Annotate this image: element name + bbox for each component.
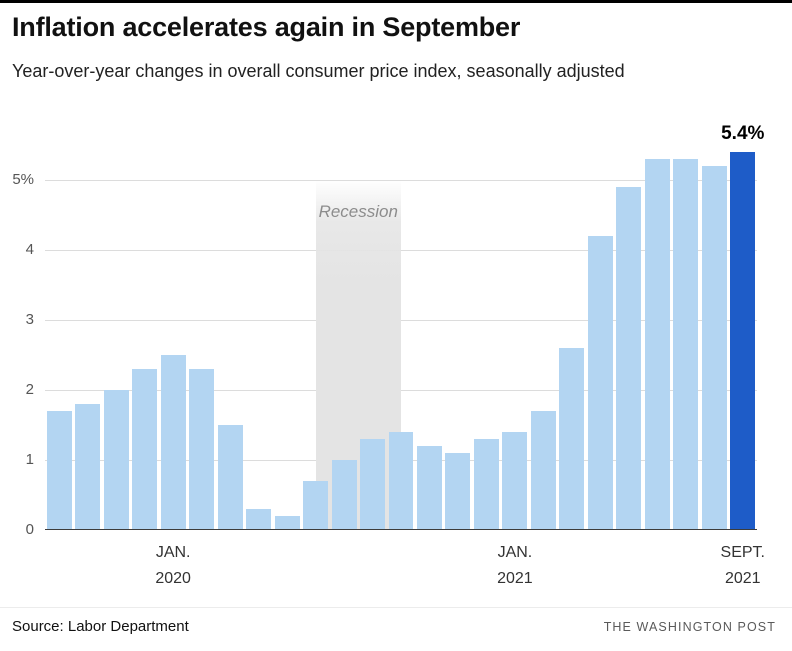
chart-title: Inflation accelerates again in September [12, 12, 521, 42]
bar [360, 439, 385, 530]
bar [103, 390, 129, 530]
bar [445, 453, 471, 530]
x-axis-tick-year: 2021 [724, 570, 761, 587]
source-text: Source: Labor Department [12, 618, 189, 635]
bar [701, 166, 727, 530]
bar [246, 509, 272, 530]
peak-value-label: 5.4% [721, 123, 765, 144]
bar [274, 516, 300, 530]
y-axis-tick-label: 0 [25, 521, 34, 538]
top-rule [0, 0, 792, 3]
gridline [45, 320, 757, 321]
x-axis-tick-label: JAN. 2021 [497, 540, 533, 592]
bar [616, 187, 642, 530]
y-axis-tick-label: 1 [25, 451, 34, 468]
x-axis-tick-month: SEPT. [720, 544, 765, 561]
gridline [45, 250, 757, 251]
x-axis-tick-month: JAN. [497, 544, 533, 561]
footer: Source: Labor Department THE WASHINGTON … [0, 607, 792, 635]
recession-band: Recession [315, 180, 401, 530]
x-axis-tick-year: 2021 [497, 570, 533, 587]
brand-text: THE WASHINGTON POST [603, 620, 776, 634]
bar [502, 432, 528, 530]
recession-label: Recession [318, 202, 398, 221]
bar [473, 439, 499, 530]
bar [530, 411, 556, 530]
bar [160, 355, 186, 530]
y-axis-tick-label: 5% [12, 171, 34, 188]
x-axis-tick-label: SEPT. 2021 [721, 540, 765, 592]
y-axis-tick-label: 4 [25, 241, 34, 258]
bar [217, 425, 243, 530]
bar [587, 236, 613, 530]
bar [189, 369, 215, 530]
bar [673, 159, 699, 530]
bar-highlighted [730, 152, 756, 530]
gridline [45, 180, 757, 181]
x-axis-tick-month: JAN. [155, 544, 191, 561]
y-axis-tick-label: 2 [25, 381, 34, 398]
gridline [45, 390, 757, 391]
x-axis-tick-year: 2020 [155, 570, 191, 587]
bar-chart-plot-area: Recession 5.4% [45, 123, 764, 530]
x-axis-line [45, 529, 757, 530]
bar [132, 369, 158, 530]
bar [644, 159, 670, 530]
bar [416, 446, 442, 530]
bar [303, 481, 329, 530]
bar [388, 432, 414, 530]
bar [46, 411, 72, 530]
chart-subtitle: Year-over-year changes in overall consum… [12, 61, 625, 81]
bar [75, 404, 101, 530]
bar [331, 460, 357, 530]
y-axis-tick-label: 3 [25, 311, 34, 328]
x-axis-tick-label: JAN. 2020 [155, 540, 191, 592]
bar [559, 348, 585, 530]
